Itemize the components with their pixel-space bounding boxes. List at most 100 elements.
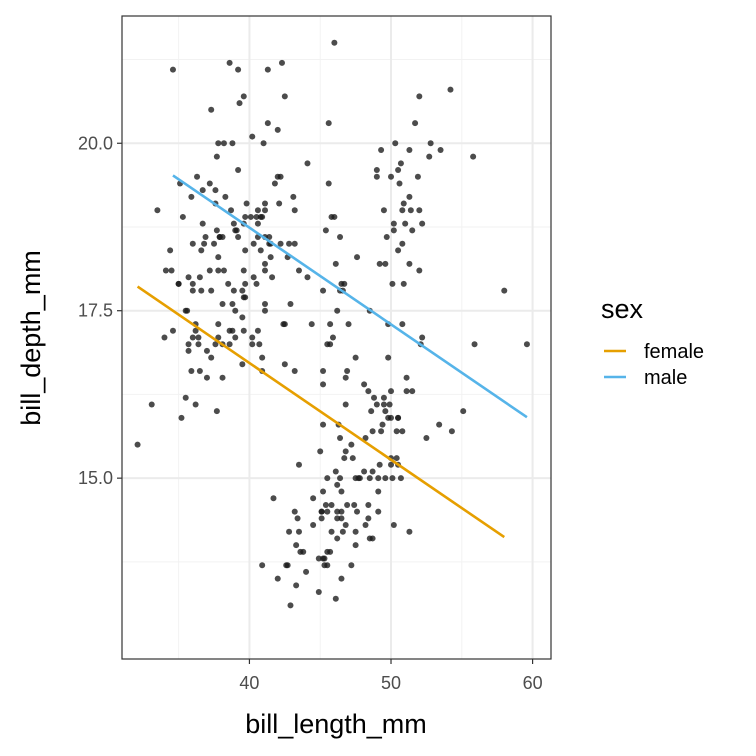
data-point (254, 327, 261, 334)
data-point (198, 287, 205, 294)
data-point (320, 555, 327, 562)
data-point (373, 173, 380, 180)
data-point (235, 167, 242, 174)
data-point (281, 361, 288, 368)
data-point (148, 401, 155, 408)
data-point (215, 321, 222, 328)
data-point (409, 388, 416, 395)
data-point (406, 528, 413, 535)
data-point (295, 528, 302, 535)
data-point (320, 287, 327, 294)
data-point (226, 327, 233, 334)
data-point (362, 434, 369, 441)
data-point (354, 254, 361, 261)
data-point (226, 341, 233, 348)
data-point (208, 287, 215, 294)
data-point (375, 488, 382, 495)
data-point (348, 441, 355, 448)
data-point (320, 421, 327, 428)
data-point (414, 173, 421, 180)
data-point (185, 274, 192, 281)
data-point (337, 234, 344, 241)
data-point (334, 508, 341, 515)
panel-border (121, 15, 552, 660)
data-point (334, 535, 341, 542)
data-point (229, 140, 236, 147)
data-point (232, 334, 239, 341)
data-point (168, 267, 175, 274)
data-point (399, 240, 406, 247)
data-point (501, 287, 508, 294)
data-point (320, 381, 327, 388)
data-point (291, 240, 298, 247)
data-point (267, 254, 274, 261)
data-point (325, 120, 332, 127)
data-point (259, 354, 266, 361)
data-point (390, 227, 397, 234)
data-point (199, 220, 206, 227)
data-point (189, 280, 196, 287)
data-point (403, 374, 410, 381)
data-point (447, 86, 454, 93)
data-point (240, 267, 247, 274)
data-point (329, 334, 336, 341)
data-point (395, 247, 402, 254)
data-point (348, 562, 355, 569)
data-point (361, 468, 368, 475)
data-point (271, 180, 278, 187)
data-point (161, 334, 168, 341)
data-point (208, 106, 215, 113)
data-point (249, 334, 256, 341)
data-point (393, 428, 400, 435)
data-point (242, 247, 249, 254)
data-point (134, 441, 141, 448)
data-point (291, 207, 298, 214)
data-point (416, 207, 423, 214)
data-point (199, 187, 206, 194)
data-point (290, 193, 297, 200)
data-point (225, 280, 232, 287)
data-point (324, 508, 331, 515)
data-point (216, 234, 223, 241)
data-point (332, 468, 339, 475)
data-point (382, 260, 389, 267)
data-point (310, 495, 317, 502)
data-point (213, 153, 220, 160)
data-point (239, 314, 246, 321)
data-point (203, 347, 210, 354)
data-point (317, 448, 324, 455)
data-point (213, 227, 220, 234)
data-point (169, 66, 176, 73)
trend-line-female (136, 285, 506, 539)
data-point (315, 555, 322, 562)
data-point (437, 146, 444, 153)
data-point (331, 213, 338, 220)
data-point (203, 374, 210, 381)
data-point (188, 367, 195, 374)
data-point (286, 528, 293, 535)
data-point (395, 414, 402, 421)
data-point (300, 548, 307, 555)
data-point (212, 187, 219, 194)
data-point (269, 274, 276, 281)
data-point (154, 207, 161, 214)
x-tick-label: 40 (239, 673, 259, 693)
data-point (427, 140, 434, 147)
data-point (230, 220, 237, 227)
data-point (321, 562, 328, 569)
data-point (412, 120, 419, 127)
data-point (249, 133, 256, 140)
data-point (192, 327, 199, 334)
data-point (215, 267, 222, 274)
data-point (406, 146, 413, 153)
data-point (287, 301, 294, 308)
data-point (344, 501, 351, 508)
data-point (162, 267, 169, 274)
data-point (341, 455, 348, 462)
data-point (179, 213, 186, 220)
data-point (198, 247, 205, 254)
data-point (308, 321, 315, 328)
data-point (215, 254, 222, 261)
data-point (264, 66, 271, 73)
